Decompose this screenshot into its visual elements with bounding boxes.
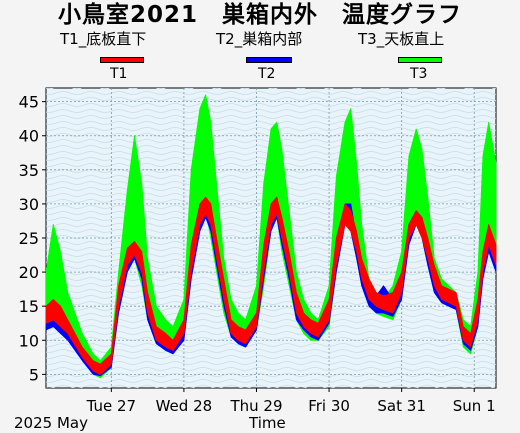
legend-short-t1: T1 — [110, 66, 128, 82]
legend-label-t2: T2_巣箱内部 — [216, 30, 303, 48]
y-tick-label: 5 — [29, 365, 39, 384]
y-tick-label: 30 — [19, 195, 39, 214]
legend-short-t2: T2 — [258, 66, 276, 82]
legend-label-t1: T1_底板直下 — [60, 30, 147, 48]
series-band-t1 — [45, 196, 497, 375]
y-tick-label: 20 — [19, 263, 39, 282]
legend-short-t3: T3 — [410, 66, 428, 82]
x-tick-label: Tue 27 — [86, 397, 136, 415]
y-tick-label: 25 — [19, 229, 39, 248]
x-tick-label: Thu 29 — [229, 397, 282, 415]
x-tick-label: Wed 28 — [156, 397, 213, 415]
legend-swatch-t1 — [100, 57, 144, 63]
x-tick-label: Fri 30 — [308, 397, 350, 415]
y-tick-label: 45 — [19, 93, 39, 112]
x-tick-label: Sat 31 — [377, 397, 425, 415]
legend-swatch-t3 — [398, 57, 442, 63]
legend-swatch-t2 — [246, 57, 292, 63]
legend-label-t3: T3_天板直上 — [358, 30, 445, 48]
y-tick-label: 15 — [19, 297, 39, 316]
chart-title: 小鳥室2021 巣箱内外 温度グラフ — [57, 2, 462, 28]
x-tick-label: Sun 1 — [453, 397, 496, 415]
date-label: 2025 May — [14, 414, 88, 432]
x-axis-label: Time — [249, 414, 286, 432]
y-tick-label: 10 — [19, 331, 39, 350]
y-tick-label: 35 — [19, 161, 39, 180]
y-tick-label: 40 — [19, 127, 39, 146]
